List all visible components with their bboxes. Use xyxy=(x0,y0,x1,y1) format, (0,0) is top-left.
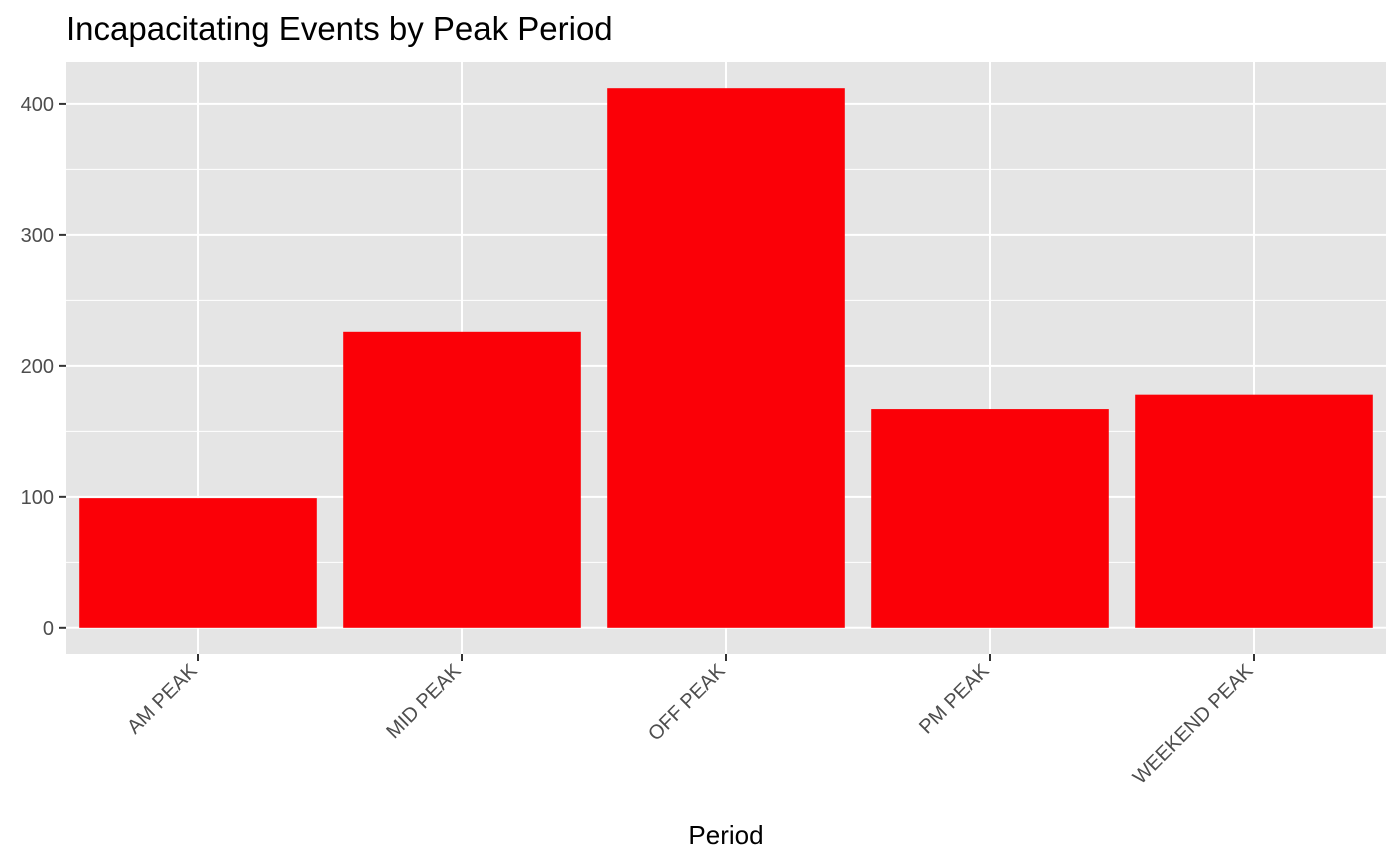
x-axis: AM PEAK MID PEAK OFF PEAK PM PEAK WEEKEND PE… xyxy=(123,654,1258,789)
x-tick-label: MID PEAK xyxy=(382,660,466,744)
x-tick-label: WEEKEND PEAK xyxy=(1129,660,1258,789)
bar xyxy=(79,498,317,628)
bar xyxy=(343,331,581,628)
y-tick-label: 300 xyxy=(21,225,54,247)
bar xyxy=(1135,394,1373,628)
chart-title: Incapacitating Events by Peak Period xyxy=(66,10,613,47)
x-tick-label: PM PEAK xyxy=(915,660,994,739)
y-tick-label: 400 xyxy=(21,94,54,116)
bar xyxy=(871,409,1109,628)
bar-series xyxy=(79,88,1373,628)
y-tick-label: 0 xyxy=(43,618,54,640)
y-axis: 0 100 200 300 400 xyxy=(21,94,66,640)
y-tick-label: 200 xyxy=(21,356,54,378)
x-tick-label: OFF PEAK xyxy=(644,660,730,746)
x-tick-label: AM PEAK xyxy=(123,660,202,739)
y-tick-label: 100 xyxy=(21,487,54,509)
bar xyxy=(607,88,845,628)
x-axis-title: Period xyxy=(688,820,763,850)
